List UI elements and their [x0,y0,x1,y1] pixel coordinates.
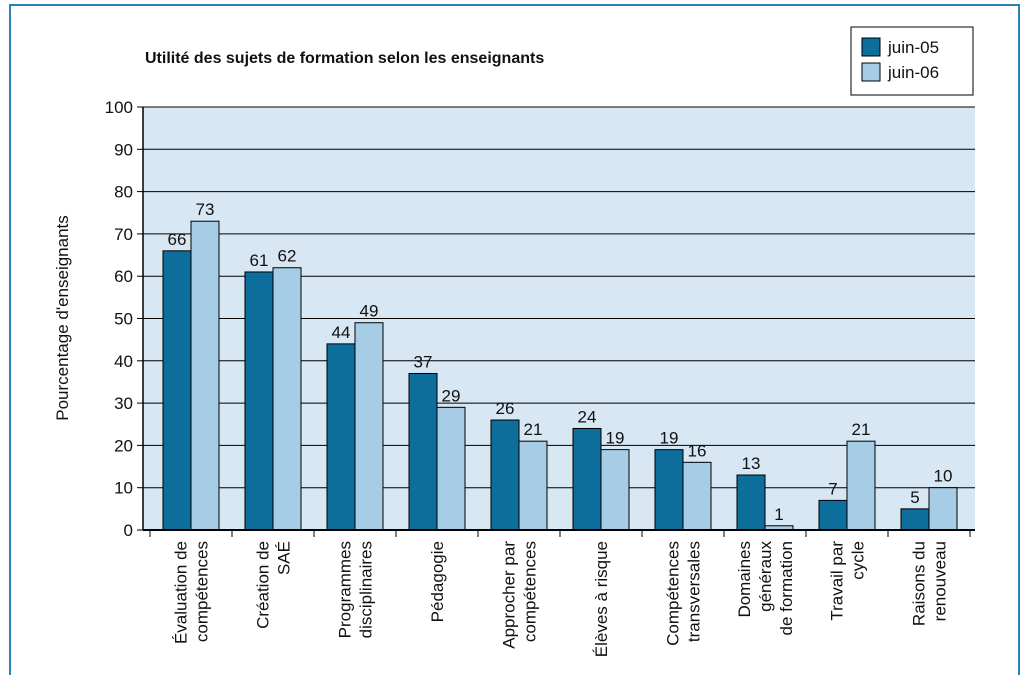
bar [818,499,848,531]
value-label: 21 [852,420,871,439]
y-tick-label: 80 [114,183,133,202]
bar [272,267,302,531]
bar [190,220,220,531]
value-label: 19 [606,429,625,448]
y-tick-label: 0 [124,521,133,540]
bar [162,250,192,531]
bar [244,271,274,531]
value-label: 73 [196,200,215,219]
y-tick-label: 20 [114,436,133,455]
value-label: 26 [496,399,515,418]
value-label: 61 [250,251,269,270]
bar [900,508,930,531]
value-label: 37 [414,352,433,371]
legend-swatch [861,37,881,57]
value-label: 66 [168,230,187,249]
y-tick-label: 100 [105,98,133,117]
bar [572,427,602,531]
value-label: 24 [578,407,597,426]
bar [518,440,548,531]
x-tick-label: Travail par cycle [828,541,868,621]
x-tick-label: Évaluation de compétences [172,541,212,644]
bar [600,449,630,531]
y-tick-label: 30 [114,394,133,413]
y-tick-label: 70 [114,225,133,244]
bar [354,322,384,531]
y-tick-label: 50 [114,310,133,329]
value-label: 1 [774,505,783,524]
value-label: 62 [278,247,297,266]
x-tick-label: Programmes disciplinaires [336,541,376,638]
y-tick-label: 40 [114,352,133,371]
x-tick-label: Approcher par compétences [500,541,540,649]
y-tick-label: 10 [114,479,133,498]
y-axis-label: Pourcentage d'enseignants [53,215,72,421]
bar [736,474,766,531]
bar [654,449,684,531]
value-label: 10 [934,467,953,486]
x-tick-label: Création de SAÉ [254,541,294,629]
y-tick-label: 90 [114,140,133,159]
x-tick-label: Pédagogie [428,541,447,622]
x-tick-label: Compétences transversales [664,541,704,646]
value-label: 44 [332,323,351,342]
value-label: 21 [524,420,543,439]
value-label: 5 [910,488,919,507]
legend-label: juin-06 [887,63,939,82]
y-tick-label: 60 [114,267,133,286]
bar [408,372,438,531]
value-label: 7 [828,479,837,498]
bar [490,419,520,531]
x-tick-label: Raisons du renouveau [910,541,950,626]
chart-title: Utilité des sujets de formation selon le… [145,50,544,67]
bar [326,343,356,531]
x-tick-label: Domaines généraux de formation [735,541,796,636]
x-tick-label: Élèves à risque [592,541,611,657]
value-label: 13 [742,454,761,473]
bar [682,461,712,531]
legend-swatch [861,62,881,82]
value-label: 49 [360,302,379,321]
bar [846,440,876,531]
bar [928,487,958,531]
value-label: 29 [442,386,461,405]
bar [436,406,466,531]
value-label: 19 [660,429,679,448]
value-label: 16 [688,441,707,460]
legend-label: juin-05 [887,38,939,57]
